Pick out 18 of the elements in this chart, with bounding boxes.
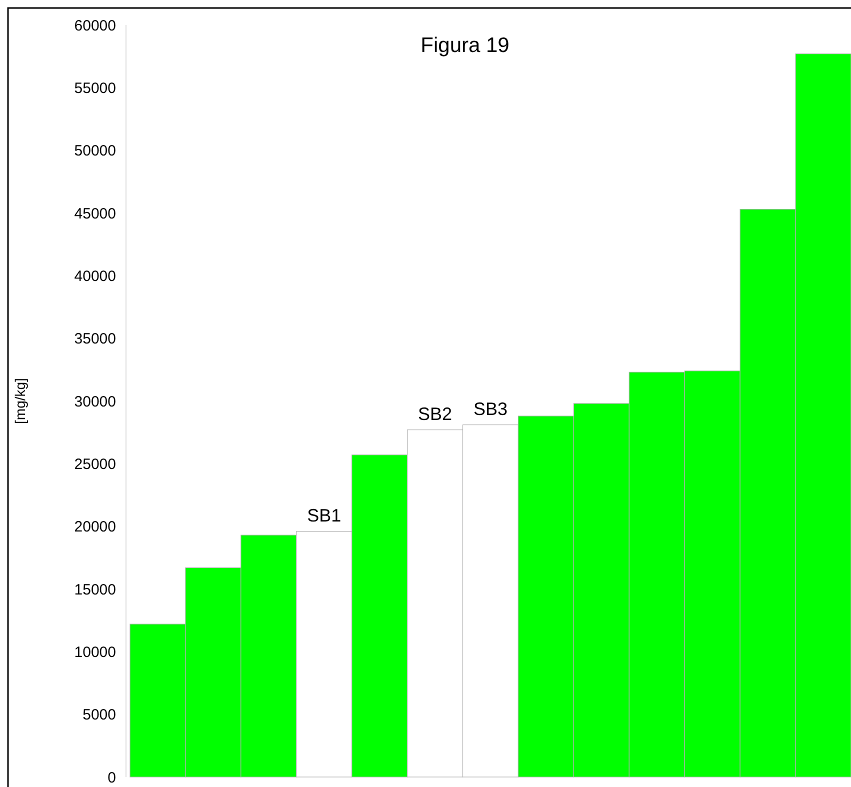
y-tick-label: 20000 <box>74 518 116 536</box>
y-tick-label: 10000 <box>74 644 116 661</box>
y-tick-label: 35000 <box>74 330 116 348</box>
y-tick-label: 15000 <box>74 581 116 598</box>
y-tick-label: 40000 <box>74 268 116 285</box>
x-tick-label: SB3 <box>473 398 508 419</box>
y-axis-title: [mg/kg] <box>12 378 28 424</box>
y-tick-label: 25000 <box>74 456 116 473</box>
chart-title: Figura 19 <box>420 34 510 57</box>
y-tick-label: 55000 <box>74 80 116 97</box>
y-tick-label: 45000 <box>74 205 116 222</box>
y-tick-label: 60000 <box>74 17 116 34</box>
x-tick-label: SB1 <box>307 505 342 526</box>
x-tick-label: SB2 <box>418 404 452 424</box>
y-tick-label: 5000 <box>82 706 116 724</box>
y-tick-label: 30000 <box>74 393 116 410</box>
y-tick-label: 0 <box>108 769 116 786</box>
y-tick-label: 50000 <box>74 142 116 160</box>
